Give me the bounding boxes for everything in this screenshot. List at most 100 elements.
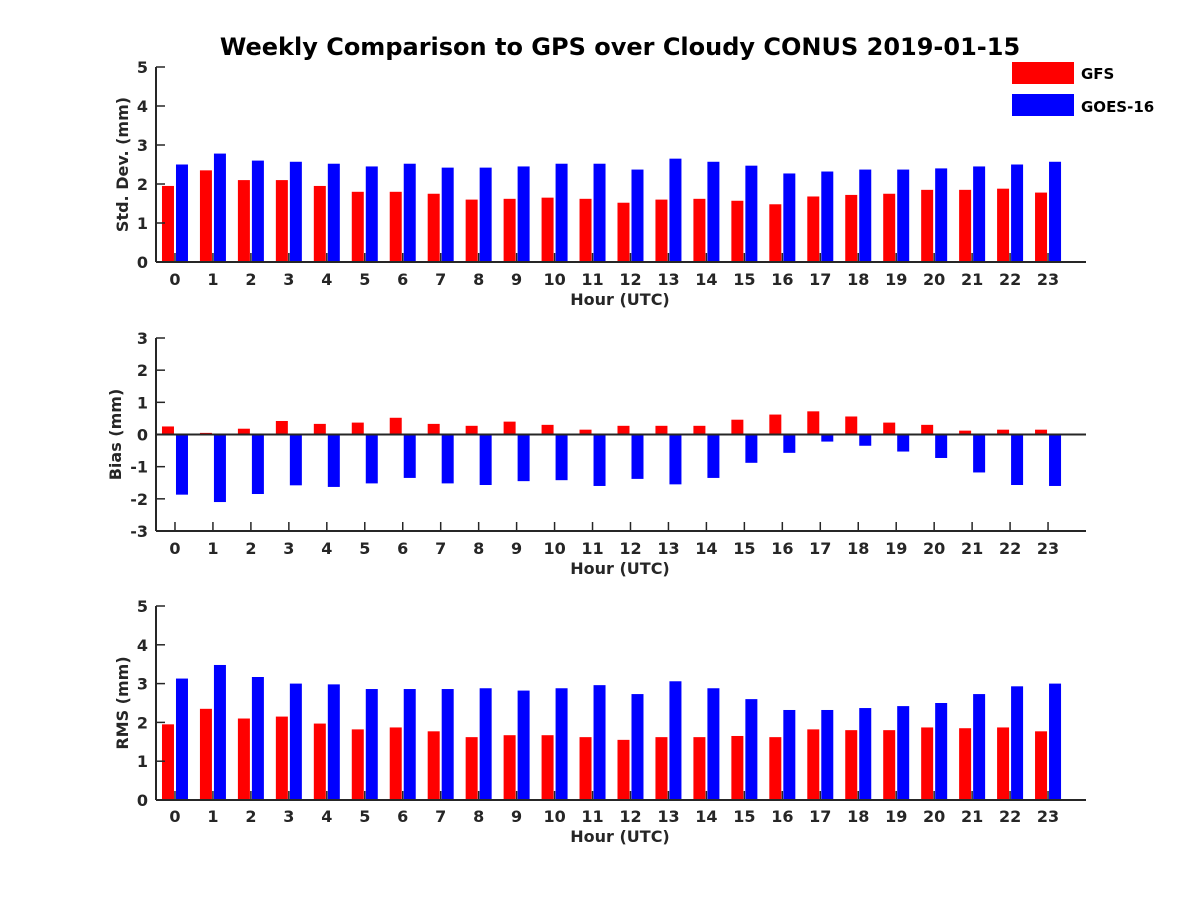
bar-gfs-21: [959, 430, 972, 435]
bar-goes-16-16: [783, 173, 796, 262]
bar-gfs-4: [313, 723, 326, 800]
bar-goes-16-9: [517, 166, 530, 262]
bar-goes-16-2: [251, 160, 264, 262]
bar-goes-16-23: [1049, 434, 1062, 486]
y-tick-label: 0: [137, 426, 148, 445]
x-tick-label: 3: [283, 539, 294, 558]
bar-gfs-8: [465, 425, 478, 435]
x-tick-label: 21: [961, 807, 983, 826]
x-tick-label: 9: [511, 807, 522, 826]
bar-goes-16-19: [897, 434, 910, 452]
bar-goes-16-22: [1011, 434, 1024, 486]
x-tick-label: 23: [1037, 270, 1059, 289]
x-tick-label: 20: [923, 270, 945, 289]
x-tick-label: 16: [771, 807, 793, 826]
bar-gfs-4: [313, 185, 326, 262]
bar-gfs-5: [351, 729, 364, 800]
bar-goes-16-8: [479, 434, 492, 486]
bar-gfs-14: [693, 737, 706, 800]
bar-gfs-6: [389, 191, 402, 262]
bar-goes-16-19: [897, 706, 910, 800]
x-tick-label: 12: [619, 539, 641, 558]
x-tick-label: 1: [207, 539, 218, 558]
legend-swatch-goes16: [1012, 94, 1074, 116]
x-tick-label: 21: [961, 270, 983, 289]
bar-gfs-9: [503, 735, 516, 800]
bar-gfs-1: [199, 708, 212, 800]
bar-goes-16-7: [441, 689, 454, 800]
chart-title: Weekly Comparison to GPS over Cloudy CON…: [220, 33, 1020, 61]
x-tick-label: 15: [733, 807, 755, 826]
legend-label-goes16: GOES-16: [1081, 98, 1154, 116]
bar-goes-16-18: [859, 169, 872, 262]
bar-goes-16-11: [593, 685, 606, 800]
bar-gfs-20: [921, 727, 934, 800]
bar-goes-16-10: [555, 688, 568, 800]
bar-goes-16-19: [897, 169, 910, 262]
bar-goes-16-18: [859, 434, 872, 446]
bar-goes-16-15: [745, 434, 758, 463]
bar-gfs-23: [1035, 192, 1048, 262]
x-tick-label: 2: [245, 539, 256, 558]
x-tick-label: 8: [473, 807, 484, 826]
bar-goes-16-20: [935, 168, 948, 262]
bar-goes-16-8: [479, 167, 492, 262]
bar-gfs-20: [921, 189, 934, 262]
x-tick-label: 19: [885, 807, 907, 826]
x-tick-label: 3: [283, 807, 294, 826]
x-tick-label: 22: [999, 539, 1021, 558]
bar-gfs-18: [845, 194, 858, 262]
bar-gfs-2: [237, 718, 250, 800]
x-tick-label: 8: [473, 539, 484, 558]
bar-gfs-6: [389, 417, 402, 435]
bar-goes-16-13: [669, 681, 682, 800]
bar-goes-16-4: [327, 434, 340, 487]
bar-gfs-4: [313, 423, 326, 435]
bar-gfs-22: [997, 188, 1010, 262]
bar-goes-16-21: [973, 694, 986, 800]
x-axis-label: Hour (UTC): [570, 827, 670, 846]
bar-gfs-22: [997, 429, 1010, 435]
bar-gfs-9: [503, 198, 516, 262]
y-axis-label: Bias (mm): [106, 389, 125, 481]
y-tick-label: 1: [137, 752, 148, 771]
bar-goes-16-0: [175, 434, 188, 495]
bar-goes-16-13: [669, 434, 682, 485]
bar-goes-16-6: [403, 163, 416, 262]
x-tick-label: 5: [359, 807, 370, 826]
bar-goes-16-16: [783, 709, 796, 800]
bar-gfs-16: [769, 737, 782, 800]
x-tick-label: 11: [581, 807, 603, 826]
y-tick-label: -1: [130, 458, 148, 477]
legend-swatch-gfs: [1012, 62, 1074, 84]
x-tick-label: 14: [695, 270, 717, 289]
x-tick-label: 1: [207, 807, 218, 826]
bar-goes-16-5: [365, 689, 378, 800]
bar-gfs-3: [275, 180, 288, 262]
bar-goes-16-16: [783, 434, 796, 453]
bar-gfs-10: [541, 735, 554, 800]
bar-goes-16-6: [403, 689, 416, 800]
bar-gfs-12: [617, 425, 630, 435]
bar-gfs-3: [275, 716, 288, 800]
bar-gfs-2: [237, 180, 250, 262]
y-tick-label: -2: [130, 490, 148, 509]
x-tick-label: 11: [581, 270, 603, 289]
bar-goes-16-12: [631, 434, 644, 479]
x-tick-label: 17: [809, 807, 831, 826]
bar-goes-16-3: [289, 161, 302, 262]
x-tick-label: 23: [1037, 539, 1059, 558]
x-tick-label: 3: [283, 270, 294, 289]
bar-goes-16-7: [441, 434, 454, 484]
bar-goes-16-5: [365, 166, 378, 262]
x-tick-label: 13: [657, 539, 679, 558]
bar-goes-16-4: [327, 163, 340, 262]
y-tick-label: 4: [137, 97, 148, 116]
bar-goes-16-7: [441, 167, 454, 262]
bar-gfs-17: [807, 196, 820, 262]
bar-gfs-7: [427, 193, 440, 262]
